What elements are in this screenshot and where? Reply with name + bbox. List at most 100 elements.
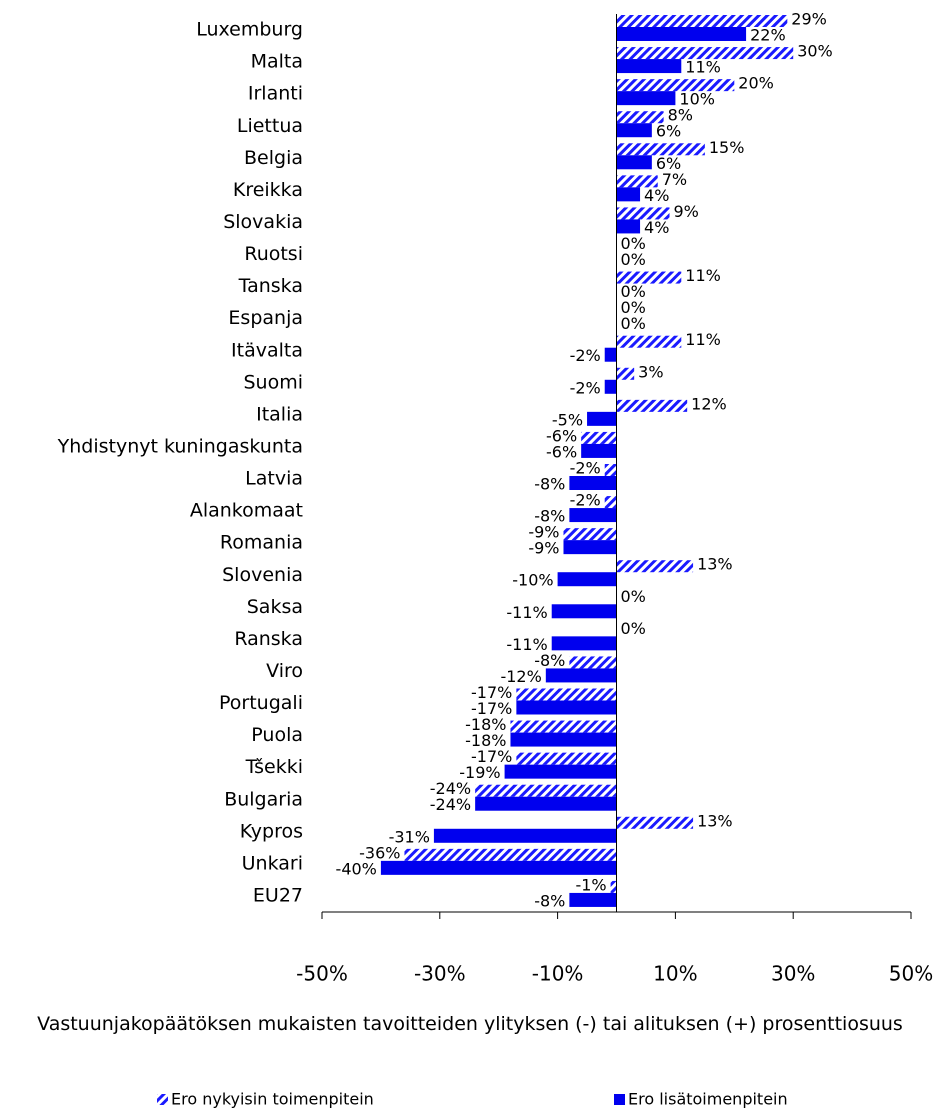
y-tick-label: Italia — [256, 403, 303, 425]
data-label: -24% — [430, 779, 471, 798]
data-label: 9% — [674, 202, 699, 221]
bar — [563, 540, 617, 555]
data-label: -12% — [500, 667, 541, 686]
bar — [616, 27, 747, 41]
bar — [616, 59, 682, 74]
y-tick-label: Itävalta — [231, 339, 303, 361]
data-label: 0% — [621, 314, 646, 333]
y-tick-label: Bulgaria — [224, 788, 303, 810]
bar — [569, 476, 617, 490]
bar — [616, 47, 794, 60]
data-label: 12% — [691, 394, 727, 413]
data-label: -18% — [465, 731, 506, 750]
data-label: -5% — [552, 410, 583, 429]
bar — [551, 604, 617, 619]
y-tick-label: Ranska — [234, 628, 303, 650]
data-label: -2% — [570, 346, 601, 365]
data-label: 0% — [621, 282, 646, 301]
bar — [557, 572, 617, 587]
y-tick-label: Ruotsi — [244, 243, 303, 265]
y-tick-label: Viro — [266, 660, 303, 682]
bar — [380, 860, 617, 875]
data-label: -2% — [570, 378, 601, 397]
data-label: -8% — [534, 507, 565, 526]
y-tick-label: Suomi — [243, 371, 303, 393]
data-label: 13% — [697, 811, 733, 830]
bar — [569, 656, 617, 669]
data-label: 13% — [697, 555, 733, 574]
y-tick-label: Malta — [251, 51, 303, 73]
data-label: -36% — [359, 843, 400, 862]
bar — [604, 464, 617, 476]
data-label: 11% — [685, 330, 721, 349]
data-label: -11% — [506, 603, 547, 622]
y-tick-label: Tšekki — [245, 756, 303, 778]
bar — [616, 175, 658, 188]
bar — [516, 700, 617, 715]
bar — [616, 335, 682, 348]
data-label: -19% — [459, 763, 500, 782]
bar — [510, 732, 617, 747]
bar — [551, 636, 617, 651]
bar — [616, 155, 652, 170]
data-label: 7% — [662, 170, 687, 189]
y-tick-label: Portugali — [219, 692, 303, 714]
y-tick-label: Slovenia — [222, 564, 303, 586]
bar — [475, 796, 617, 811]
x-tick-label: -30% — [414, 962, 466, 986]
bar — [616, 816, 694, 829]
y-tick-label: Puola — [251, 724, 303, 746]
y-tick-label: Alankomaat — [190, 500, 303, 522]
legend-swatch — [614, 1094, 625, 1105]
data-label: -10% — [512, 571, 553, 590]
y-tick-label: Liettua — [237, 115, 303, 137]
bar — [604, 347, 617, 362]
data-label: 0% — [621, 234, 646, 253]
x-tick-label: -10% — [532, 962, 584, 986]
data-label: 0% — [621, 619, 646, 638]
x-tick-label: 30% — [771, 962, 815, 986]
bar — [616, 123, 652, 138]
data-label: 20% — [738, 74, 774, 93]
data-label: -24% — [430, 795, 471, 814]
bar — [610, 880, 617, 893]
data-label: 3% — [638, 362, 663, 381]
y-tick-label: Espanja — [228, 307, 303, 329]
data-label: 10% — [679, 90, 715, 109]
bar — [616, 560, 694, 573]
y-tick-label: Yhdistynyt kuningaskunta — [57, 435, 303, 457]
data-label: 11% — [685, 266, 721, 285]
data-label: -17% — [471, 699, 512, 718]
y-tick-label: EU27 — [253, 884, 303, 906]
data-label: 6% — [656, 154, 681, 173]
y-tick-label: Romania — [220, 532, 303, 554]
bar — [569, 892, 617, 907]
data-label: -18% — [465, 715, 506, 734]
data-label: 29% — [791, 10, 827, 29]
data-label: 15% — [709, 138, 745, 157]
data-label: -8% — [534, 651, 565, 670]
bar — [516, 688, 617, 701]
bar — [616, 143, 705, 156]
x-tick-label: -50% — [296, 962, 348, 986]
data-label: -1% — [575, 875, 606, 894]
bar — [581, 443, 617, 458]
y-tick-label: Kypros — [240, 820, 303, 842]
y-tick-label: Irlanti — [248, 83, 303, 105]
data-label: -9% — [528, 523, 559, 542]
data-label: -8% — [534, 475, 565, 494]
bar — [616, 399, 688, 412]
data-label: 6% — [656, 122, 681, 141]
y-tick-label: Tanska — [238, 275, 303, 297]
legend-label: Ero lisätoimenpitein — [628, 1090, 788, 1109]
data-label: 8% — [668, 106, 693, 125]
bar — [616, 91, 676, 106]
data-label: -6% — [546, 426, 577, 445]
y-tick-label: Saksa — [247, 596, 303, 618]
data-label: -2% — [570, 491, 601, 510]
bar — [433, 828, 617, 843]
data-label: 22% — [750, 26, 786, 45]
data-label: -31% — [389, 827, 430, 846]
